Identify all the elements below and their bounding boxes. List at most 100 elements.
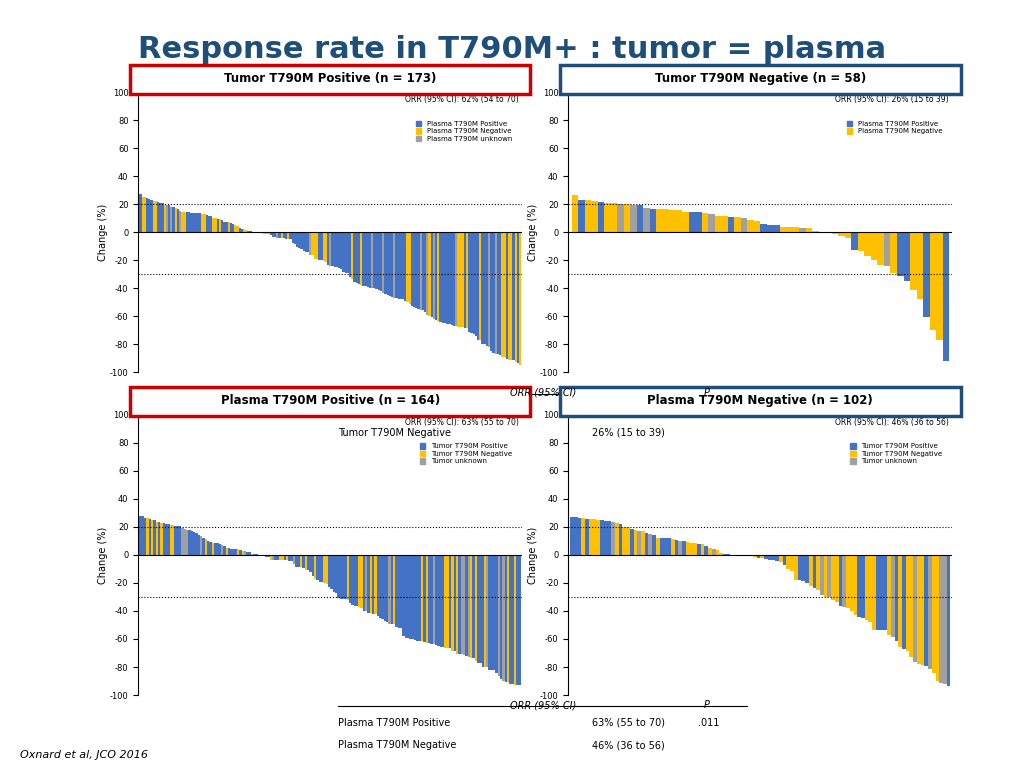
Bar	[179, 211, 181, 232]
Bar	[701, 214, 709, 232]
Bar	[303, 232, 305, 251]
Text: Plasma T790M Negative (n = 102): Plasma T790M Negative (n = 102)	[647, 395, 873, 407]
Bar	[195, 214, 197, 232]
Bar	[798, 554, 802, 581]
Bar	[239, 228, 241, 232]
Bar	[148, 519, 152, 554]
Bar	[249, 552, 251, 554]
Legend: Tumor T790M Positive, Tumor T790M Negative, Tumor unknown: Tumor T790M Positive, Tumor T790M Negati…	[417, 441, 515, 467]
Bar	[645, 532, 648, 554]
Bar	[302, 554, 305, 568]
Bar	[157, 202, 159, 232]
Bar	[910, 232, 916, 290]
Bar	[201, 214, 204, 232]
Bar	[419, 554, 421, 641]
Bar	[930, 232, 936, 330]
Text: 62% (54 to 70): 62% (54 to 70)	[592, 406, 665, 415]
Bar	[279, 554, 282, 560]
Bar	[229, 223, 232, 232]
Bar	[225, 548, 227, 554]
Bar	[750, 554, 753, 557]
Bar	[505, 554, 507, 681]
Bar	[282, 554, 284, 560]
Bar	[897, 232, 903, 276]
Bar	[464, 232, 466, 328]
Bar	[148, 199, 151, 232]
Bar	[164, 204, 166, 232]
Bar	[241, 229, 243, 232]
Bar	[715, 216, 721, 232]
Bar	[276, 554, 279, 560]
Bar	[418, 232, 420, 309]
Text: < .001: < .001	[698, 406, 731, 415]
Bar	[263, 232, 265, 234]
Bar	[573, 517, 578, 554]
Bar	[187, 212, 190, 232]
Bar	[170, 207, 172, 232]
Text: Plasma T790M Negative: Plasma T790M Negative	[338, 740, 457, 750]
Bar	[791, 554, 794, 571]
Bar	[468, 554, 470, 657]
Bar	[805, 554, 809, 583]
Bar	[512, 232, 514, 360]
Bar	[615, 523, 618, 554]
Bar	[355, 232, 357, 283]
Bar	[457, 232, 460, 326]
Bar	[146, 198, 148, 232]
Bar	[381, 554, 384, 620]
Bar	[283, 232, 285, 238]
Bar	[223, 546, 225, 554]
Bar	[141, 197, 143, 232]
Bar	[663, 210, 670, 232]
Bar	[839, 232, 845, 237]
Bar	[307, 232, 309, 252]
Bar	[190, 531, 193, 554]
Bar	[330, 554, 333, 589]
Bar	[386, 554, 388, 621]
Bar	[745, 554, 750, 556]
Bar	[185, 212, 187, 232]
Bar	[479, 554, 481, 663]
Text: ORR (95% CI): ORR (95% CI)	[510, 388, 575, 398]
Bar	[281, 232, 283, 238]
Bar	[376, 232, 378, 290]
Bar	[872, 554, 876, 630]
Bar	[402, 232, 404, 300]
Bar	[884, 554, 887, 631]
Bar	[318, 554, 321, 582]
Bar	[936, 232, 942, 340]
Bar	[712, 549, 716, 554]
Bar	[212, 217, 214, 232]
Bar	[519, 232, 521, 365]
Bar	[649, 209, 656, 232]
Bar	[637, 531, 641, 554]
Bar	[237, 226, 239, 232]
Text: Tumor T790M Positive (n = 173): Tumor T790M Positive (n = 173)	[224, 72, 436, 84]
Bar	[634, 530, 637, 554]
Bar	[360, 232, 362, 285]
Bar	[342, 232, 345, 273]
Bar	[472, 554, 474, 657]
Bar	[287, 232, 290, 240]
Bar	[397, 554, 400, 628]
Bar	[334, 232, 336, 267]
Bar	[276, 232, 279, 237]
Bar	[349, 554, 351, 603]
Bar	[460, 232, 462, 326]
Bar	[176, 526, 179, 554]
Bar	[423, 554, 426, 642]
Bar	[347, 232, 349, 273]
Bar	[167, 524, 170, 554]
Bar	[298, 554, 300, 567]
Bar	[397, 232, 399, 300]
Bar	[453, 232, 455, 326]
Bar	[139, 194, 141, 232]
Bar	[578, 518, 582, 554]
Bar	[177, 210, 179, 232]
Bar	[340, 554, 342, 598]
Bar	[477, 232, 479, 339]
Bar	[831, 554, 835, 600]
Bar	[151, 200, 153, 232]
Bar	[221, 220, 223, 232]
Bar	[413, 232, 415, 306]
